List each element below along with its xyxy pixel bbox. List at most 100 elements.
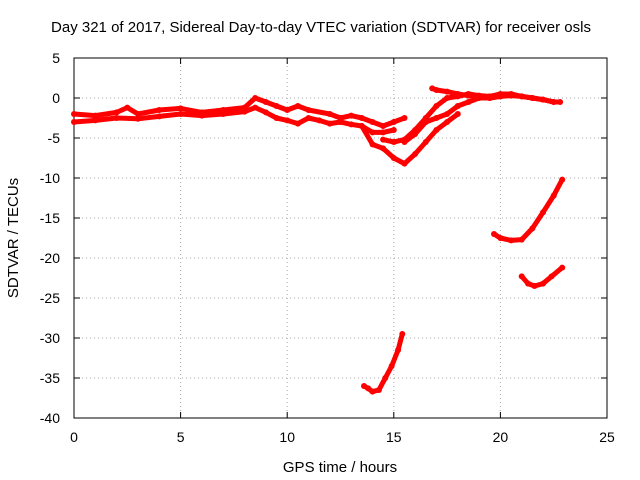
- data-point: [113, 115, 120, 121]
- data-point: [422, 119, 429, 125]
- data-point: [390, 127, 397, 133]
- data-point: [369, 119, 376, 125]
- data-point: [559, 176, 566, 183]
- data-point: [531, 283, 538, 289]
- data-point: [465, 99, 472, 105]
- x-axis-title: GPS time / hours: [283, 459, 397, 476]
- data-point: [444, 119, 451, 125]
- data-point: [390, 139, 397, 145]
- data-point: [540, 209, 546, 216]
- data-point: [388, 363, 395, 369]
- data-point: [294, 120, 301, 127]
- data-point: [390, 119, 397, 125]
- data-point: [135, 115, 141, 122]
- plot-area: [73, 57, 608, 419]
- data-point: [454, 91, 461, 97]
- data-point: [380, 129, 387, 136]
- data-point: [252, 95, 259, 101]
- y-tick-label: -25: [40, 290, 60, 306]
- y-tick-label: -20: [40, 250, 60, 266]
- data-point: [92, 117, 99, 124]
- data-point: [92, 112, 99, 119]
- data-point: [369, 141, 376, 148]
- data-point: [177, 111, 184, 117]
- data-point: [412, 131, 419, 137]
- x-tick-label: 15: [386, 429, 402, 445]
- data-point: [486, 95, 493, 101]
- y-tick-label: -35: [40, 370, 60, 386]
- series-middle-arc: [491, 176, 566, 244]
- data-point: [540, 280, 546, 287]
- data-point: [358, 123, 365, 129]
- data-point: [395, 347, 402, 353]
- data-point: [284, 117, 291, 124]
- data-point: [337, 119, 344, 125]
- x-tick-label: 10: [279, 429, 295, 445]
- data-point: [433, 103, 440, 109]
- data-point: [433, 87, 440, 93]
- data-point: [294, 103, 301, 109]
- data-point: [252, 104, 259, 111]
- data-point: [369, 129, 376, 136]
- y-tick-label: 5: [52, 50, 60, 66]
- data-point: [401, 160, 408, 167]
- data-point: [198, 112, 205, 119]
- data-point: [401, 139, 408, 145]
- series-line: [491, 177, 565, 243]
- series-lower-arc: [518, 264, 566, 289]
- data-point: [305, 107, 312, 113]
- data-point: [220, 111, 227, 117]
- data-point: [476, 93, 483, 100]
- data-point: [71, 111, 77, 117]
- data-point: [444, 88, 451, 95]
- data-point: [113, 109, 120, 116]
- x-tick-label: 5: [177, 429, 185, 445]
- data-point: [444, 111, 451, 117]
- data-point: [305, 115, 312, 121]
- data-point: [380, 136, 387, 143]
- data-point: [382, 375, 389, 381]
- data-point: [135, 111, 141, 117]
- y-axis-title: SDTVAR / TECUs: [5, 178, 22, 298]
- data-point: [433, 115, 440, 121]
- data-point: [124, 104, 131, 111]
- data-point: [525, 280, 532, 287]
- y-tick-label: -30: [40, 330, 60, 346]
- series-dip-band: [358, 111, 461, 167]
- data-point: [273, 103, 280, 109]
- x-tick-label: 25: [599, 429, 615, 445]
- series-line: [361, 331, 405, 395]
- data-point: [491, 231, 497, 237]
- data-point: [454, 111, 461, 117]
- data-point: [71, 119, 77, 125]
- data-series: [71, 85, 566, 395]
- data-point: [369, 388, 376, 395]
- data-point: [444, 95, 451, 101]
- data-point: [273, 115, 280, 121]
- data-point: [316, 117, 323, 124]
- series-deep-arc: [361, 331, 406, 395]
- data-point: [399, 331, 406, 337]
- series-upper-band: [429, 85, 504, 101]
- series-line: [359, 111, 461, 167]
- axis-tick-labels: 0 5 10 15 20 25 5 0 -5 -10 -15 -20 -25 -30 -35 -40: [40, 50, 615, 445]
- data-point: [365, 385, 372, 392]
- data-point: [529, 95, 536, 101]
- axis-ticks: [73, 57, 608, 419]
- y-tick-label: -10: [40, 170, 60, 186]
- data-point: [508, 92, 515, 99]
- data-point: [497, 93, 504, 100]
- chart-title: Day 321 of 2017, Sidereal Day-to-day VTE…: [51, 19, 591, 36]
- data-point: [284, 107, 291, 113]
- y-tick-label: -15: [40, 210, 60, 226]
- data-point: [497, 235, 504, 241]
- data-point: [380, 145, 387, 152]
- y-tick-label: -5: [48, 130, 61, 146]
- data-point: [241, 108, 248, 115]
- data-point: [380, 123, 387, 129]
- data-point: [390, 155, 397, 161]
- y-tick-label: -40: [40, 410, 60, 426]
- data-point: [262, 109, 269, 116]
- x-tick-label: 20: [493, 429, 509, 445]
